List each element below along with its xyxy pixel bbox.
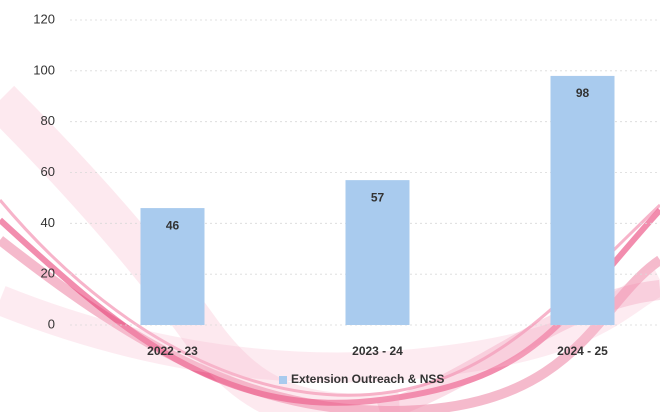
x-tick-label: 2023 - 24 xyxy=(352,344,403,358)
data-label: 57 xyxy=(371,190,385,204)
legend-swatch xyxy=(279,376,287,384)
y-tick-label: 100 xyxy=(33,62,55,77)
y-tick-label: 80 xyxy=(41,113,55,128)
bar xyxy=(140,208,205,325)
y-tick-label: 0 xyxy=(48,316,55,331)
data-label: 46 xyxy=(166,218,180,232)
y-tick-label: 20 xyxy=(41,266,55,281)
x-tick-label: 2022 - 23 xyxy=(147,344,198,358)
x-tick-label: 2024 - 25 xyxy=(557,344,608,358)
bar xyxy=(550,75,615,326)
plot: 0 20 40 60 80 100 120 2022 - 23 2023 - 24 2024 - … xyxy=(33,11,660,386)
y-tick-label: 120 xyxy=(33,11,55,26)
legend-label: Extension Outreach & NSS xyxy=(291,372,444,386)
bar xyxy=(345,180,410,325)
data-label: 98 xyxy=(576,86,590,100)
background-waves xyxy=(0,85,660,412)
y-tick-label: 40 xyxy=(41,215,55,230)
y-tick-label: 60 xyxy=(41,164,55,179)
